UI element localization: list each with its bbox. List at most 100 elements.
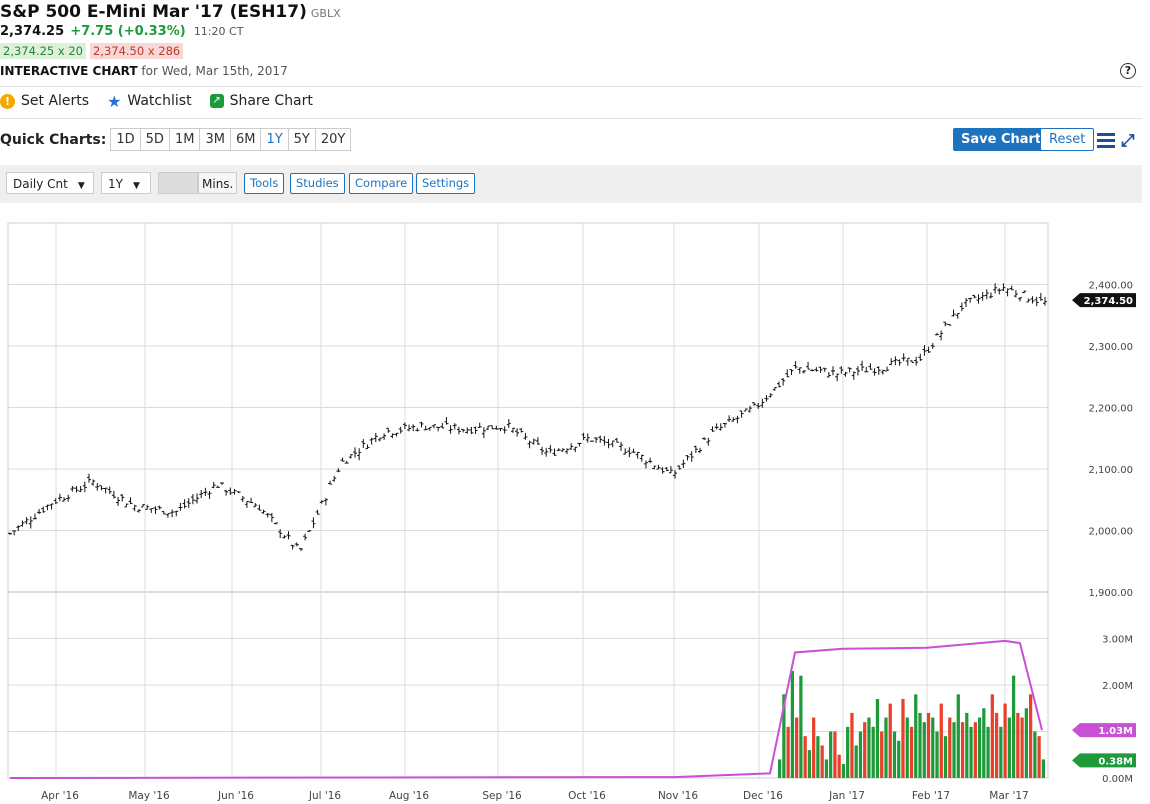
set-alerts-button[interactable]: ! Set Alerts bbox=[0, 93, 89, 109]
share-chart-button[interactable]: ↗ Share Chart bbox=[209, 93, 313, 109]
volume-label: 0.38M bbox=[1098, 756, 1133, 767]
ohlc-bars bbox=[8, 283, 1047, 551]
y-tick-label: 2,300.00 bbox=[1088, 342, 1133, 353]
instrument-name: S&P 500 E-Mini Mar '17 (ESH17) bbox=[0, 2, 307, 22]
volume-bar bbox=[1037, 736, 1041, 778]
volume-tick-label: 3.00M bbox=[1102, 635, 1133, 646]
volume-bar bbox=[867, 717, 871, 778]
y-tick-label: 2,100.00 bbox=[1088, 465, 1133, 476]
x-tick-label: Apr '16 bbox=[41, 790, 79, 802]
volume-bar bbox=[969, 726, 973, 778]
volume-bar bbox=[948, 717, 952, 778]
chart-type-select[interactable]: Daily Cnt ▼ bbox=[6, 172, 94, 194]
volume-bar bbox=[1028, 694, 1033, 778]
range-3m-button[interactable]: 3M bbox=[200, 128, 231, 151]
range-5y-button[interactable]: 5Y bbox=[288, 128, 316, 151]
volume-bar bbox=[807, 750, 812, 778]
range-1d-button[interactable]: 1D bbox=[110, 128, 141, 151]
y-tick-label: 2,400.00 bbox=[1088, 281, 1133, 292]
price-volume-chart[interactable]: 2,400.00 2,300.00 2,200.00 2,100.00 2,000.00… bbox=[0, 215, 1150, 804]
range-20y-button[interactable]: 20Y bbox=[315, 128, 352, 151]
volume-bar bbox=[901, 698, 905, 778]
volume-bar bbox=[905, 717, 909, 778]
minutes-label: Mins. bbox=[198, 172, 238, 194]
compare-button[interactable]: Compare bbox=[349, 173, 414, 194]
volume-bar bbox=[892, 731, 897, 778]
volume-bar bbox=[850, 712, 854, 778]
volume-bar bbox=[956, 694, 960, 778]
volume-bar bbox=[837, 754, 841, 778]
volume-bar bbox=[994, 712, 999, 778]
interactive-chart-heading: INTERACTIVE CHART for Wed, Mar 15th, 201… bbox=[0, 64, 288, 78]
volume-bar bbox=[939, 703, 943, 778]
volume-bar bbox=[914, 694, 918, 778]
x-tick-label: Mar '17 bbox=[989, 790, 1028, 802]
volume-bar bbox=[786, 726, 790, 778]
volume-bar bbox=[1003, 703, 1007, 778]
x-tick-label: Dec '16 bbox=[743, 790, 783, 802]
volume-bar bbox=[863, 722, 867, 778]
open-interest-marker bbox=[1072, 723, 1136, 738]
x-tick-label: Jul '16 bbox=[308, 790, 342, 802]
watchlist-label: Watchlist bbox=[127, 93, 192, 109]
chevron-down-icon: ▼ bbox=[132, 181, 140, 191]
x-tick-label: Jun '16 bbox=[217, 790, 254, 802]
period-select[interactable]: 1Y ▼ bbox=[101, 172, 151, 194]
watchlist-button[interactable]: ★ Watchlist bbox=[107, 93, 192, 109]
x-tick-label: Oct '16 bbox=[568, 790, 606, 802]
volume-bar bbox=[820, 745, 824, 778]
y-tick-label: 2,200.00 bbox=[1088, 404, 1133, 415]
price-change: +7.75 (+0.33%) bbox=[70, 24, 186, 39]
alert-icon: ! bbox=[0, 93, 15, 109]
volume-bar bbox=[799, 675, 803, 778]
action-bar: ! Set Alerts ★ Watchlist ↗ Share Chart bbox=[0, 93, 313, 109]
reset-button[interactable]: Reset bbox=[1040, 128, 1095, 151]
minutes-input[interactable] bbox=[158, 172, 198, 194]
settings-button[interactable]: Settings bbox=[416, 173, 476, 194]
chart-toolbar: Daily Cnt ▼ 1Y ▼ Mins. Tools Studies Compa… bbox=[0, 165, 1142, 203]
volume-marker bbox=[1072, 753, 1136, 768]
star-icon: ★ bbox=[107, 91, 122, 111]
volume-bar bbox=[875, 698, 880, 778]
volume-bar bbox=[790, 671, 795, 778]
volume-bar bbox=[977, 717, 982, 778]
save-chart-button[interactable]: Save Chart bbox=[953, 128, 1050, 151]
help-icon[interactable]: ? bbox=[1120, 63, 1136, 79]
divider bbox=[0, 86, 1142, 87]
y-tick-label: 2,000.00 bbox=[1088, 527, 1133, 538]
page-title: S&P 500 E-Mini Mar '17 (ESH17) GBLX bbox=[0, 2, 341, 22]
volume-bar bbox=[888, 703, 892, 778]
price-line: 2,374.25 +7.75 (+0.33%) 11:20 CT bbox=[0, 24, 243, 39]
range-1y-button[interactable]: 1Y bbox=[261, 128, 289, 151]
plot-frame bbox=[7, 222, 1049, 779]
volume-bar bbox=[803, 736, 807, 778]
volume-bar bbox=[782, 694, 786, 778]
studies-button[interactable]: Studies bbox=[290, 173, 345, 194]
range-5d-button[interactable]: 5D bbox=[140, 128, 170, 151]
volume-bar bbox=[897, 740, 901, 778]
volume-bar bbox=[858, 731, 863, 778]
ask-badge: 2,374.50 x 286 bbox=[89, 43, 184, 59]
volume-bar bbox=[982, 708, 986, 778]
volume-bar bbox=[841, 764, 846, 778]
volume-bar bbox=[999, 726, 1003, 778]
volume-bar bbox=[931, 717, 935, 778]
x-tick-label: Aug '16 bbox=[389, 790, 429, 802]
range-6m-button[interactable]: 6M bbox=[230, 128, 262, 151]
bid-ask: 2,374.25 x 20 2,374.50 x 286 bbox=[0, 43, 184, 59]
quick-charts: Quick Charts: 1D 5D 1M 3M 6M 1Y 5Y 20Y bbox=[0, 128, 352, 151]
menu-icon[interactable] bbox=[1097, 133, 1115, 151]
volume-bar bbox=[1011, 675, 1016, 778]
range-1m-button[interactable]: 1M bbox=[169, 128, 201, 151]
volume-bar bbox=[1007, 717, 1011, 778]
volume-bar bbox=[909, 726, 914, 778]
volume-bar bbox=[926, 712, 931, 778]
volume-bar bbox=[1033, 731, 1037, 778]
tools-button[interactable]: Tools bbox=[244, 173, 285, 194]
x-tick-label: Feb '17 bbox=[912, 790, 950, 802]
volume-bar bbox=[816, 736, 820, 778]
x-tick-label: Jan '17 bbox=[828, 790, 865, 802]
volume-bar bbox=[1024, 708, 1028, 778]
expand-icon[interactable]: ⤢ bbox=[1121, 131, 1135, 151]
x-tick-label: Sep '16 bbox=[482, 790, 522, 802]
